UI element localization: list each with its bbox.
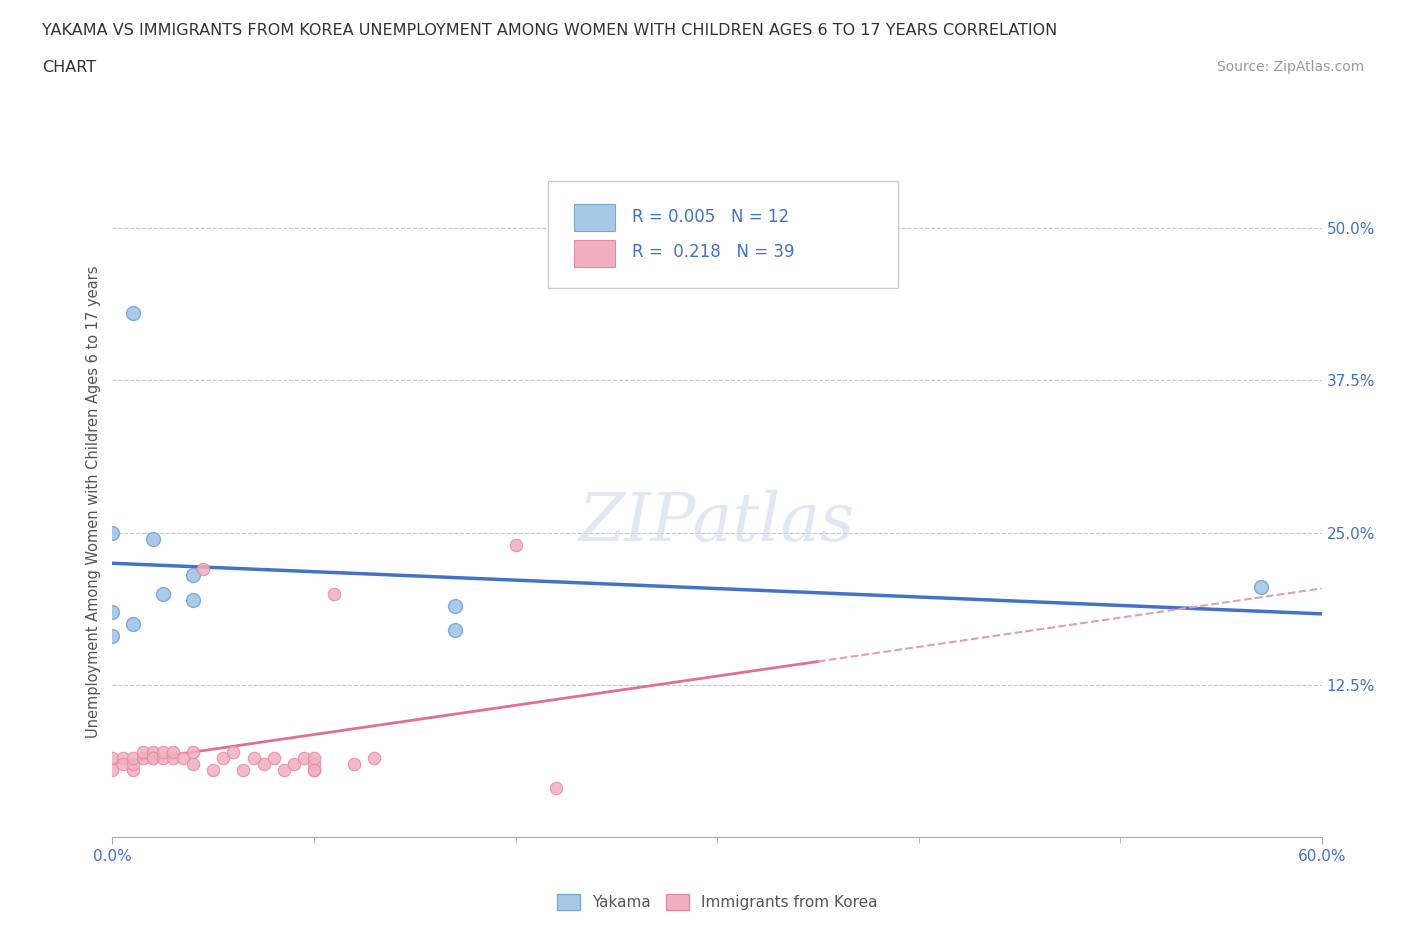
Text: R =  0.218   N = 39: R = 0.218 N = 39 — [633, 244, 794, 261]
Point — [444, 622, 467, 637]
Point — [343, 756, 366, 771]
Point — [121, 306, 143, 321]
Point — [132, 744, 155, 759]
Point — [323, 586, 346, 601]
Point — [505, 538, 527, 552]
Point — [142, 751, 165, 765]
Point — [101, 525, 124, 540]
Point — [121, 756, 143, 771]
Point — [181, 568, 204, 583]
Text: CHART: CHART — [42, 60, 96, 75]
Point — [152, 751, 174, 765]
Point — [273, 763, 295, 777]
Point — [253, 756, 276, 771]
Point — [101, 604, 124, 619]
Text: Source: ZipAtlas.com: Source: ZipAtlas.com — [1216, 60, 1364, 74]
Point — [101, 751, 124, 765]
Point — [302, 756, 325, 771]
Point — [302, 751, 325, 765]
FancyBboxPatch shape — [575, 205, 616, 231]
Point — [111, 751, 134, 765]
Text: R = 0.005   N = 12: R = 0.005 N = 12 — [633, 208, 790, 226]
FancyBboxPatch shape — [548, 180, 898, 288]
Point — [302, 763, 325, 777]
Point — [242, 751, 264, 765]
Y-axis label: Unemployment Among Women with Children Ages 6 to 17 years: Unemployment Among Women with Children A… — [86, 266, 101, 738]
Point — [121, 751, 143, 765]
Point — [101, 763, 124, 777]
Point — [142, 531, 165, 546]
Point — [444, 598, 467, 613]
Point — [101, 629, 124, 644]
Point — [212, 751, 235, 765]
Point — [152, 744, 174, 759]
Text: ZIPatlas: ZIPatlas — [579, 490, 855, 555]
Point — [181, 744, 204, 759]
Point — [1250, 580, 1272, 595]
Point — [142, 751, 165, 765]
Point — [172, 751, 194, 765]
Point — [152, 586, 174, 601]
Point — [162, 751, 184, 765]
FancyBboxPatch shape — [575, 240, 616, 267]
Point — [142, 744, 165, 759]
Point — [302, 763, 325, 777]
Point — [222, 744, 245, 759]
Point — [544, 781, 567, 796]
Point — [263, 751, 285, 765]
Point — [181, 756, 204, 771]
Point — [121, 763, 143, 777]
Point — [191, 562, 214, 577]
Point — [111, 756, 134, 771]
Point — [292, 751, 315, 765]
Point — [363, 751, 385, 765]
Point — [162, 744, 184, 759]
Point — [132, 751, 155, 765]
Point — [121, 617, 143, 631]
Point — [232, 763, 254, 777]
Text: YAKAMA VS IMMIGRANTS FROM KOREA UNEMPLOYMENT AMONG WOMEN WITH CHILDREN AGES 6 TO: YAKAMA VS IMMIGRANTS FROM KOREA UNEMPLOY… — [42, 23, 1057, 38]
Point — [283, 756, 305, 771]
Point — [181, 592, 204, 607]
Legend: Yakama, Immigrants from Korea: Yakama, Immigrants from Korea — [551, 888, 883, 916]
Point — [202, 763, 225, 777]
